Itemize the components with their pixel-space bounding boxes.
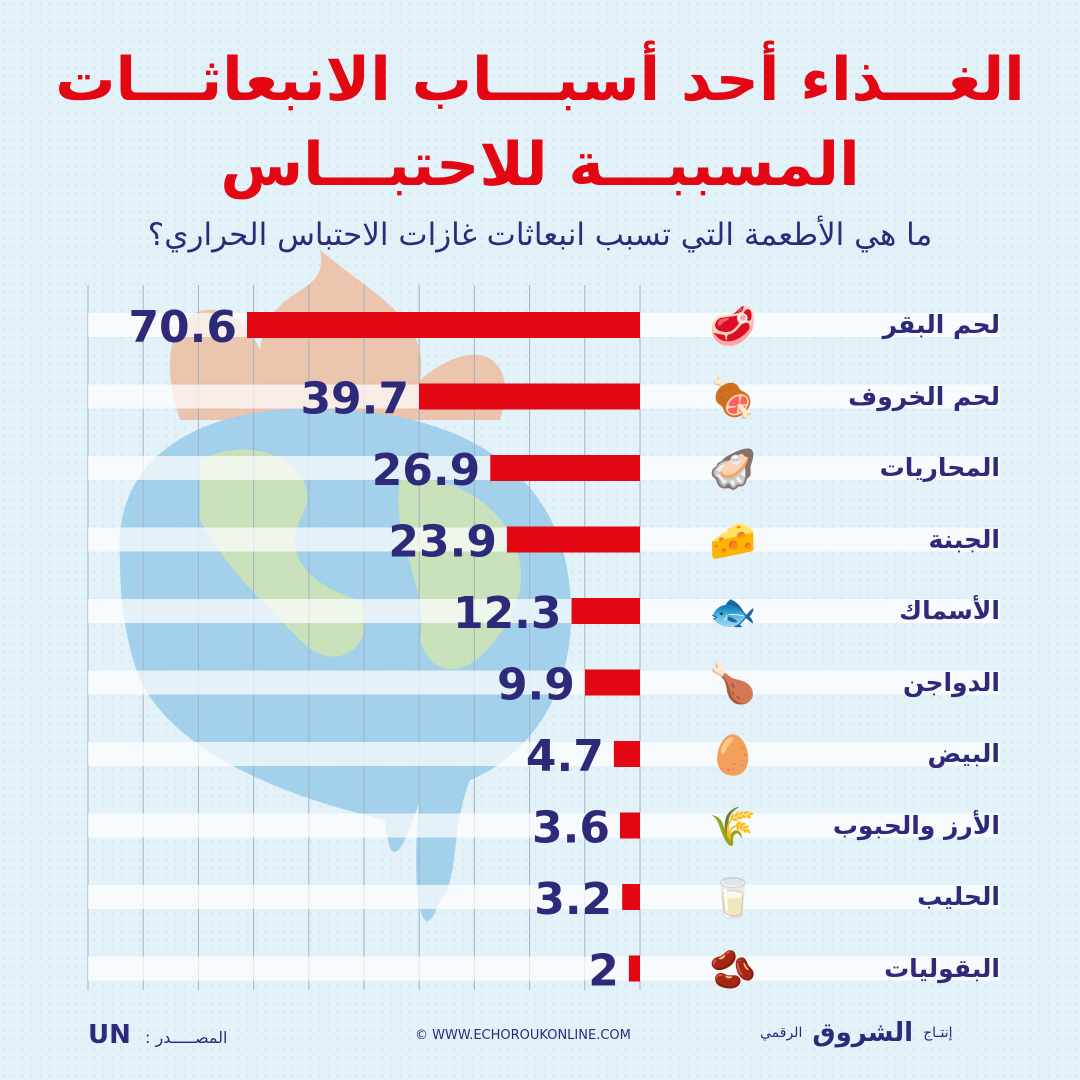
website-link[interactable]: © WWW.ECHOROUKONLINE.COM xyxy=(415,1028,631,1043)
category-label-box: الأسماك xyxy=(800,594,1000,628)
bar xyxy=(619,812,640,839)
category-label: المحاريات xyxy=(879,453,1000,482)
eggs-icon: 🥚 xyxy=(709,733,756,777)
subtitle-box: ما هي الأطعمة التي تسبب انبعاثات غازات ا… xyxy=(40,215,1040,255)
fish-icon: 🐟 xyxy=(709,590,756,634)
title-line-2-box: المسببـــة للاحتبـــاس xyxy=(40,125,1040,205)
legumes-icon: 🫘 xyxy=(709,947,756,992)
row-band xyxy=(88,742,1000,766)
category-label-box: البيض xyxy=(800,737,1000,771)
chicken-icon: 🍗 xyxy=(709,662,756,706)
bar xyxy=(628,955,640,982)
category-label: الأرز والحبوب xyxy=(832,810,1000,840)
value-label: 23.9 xyxy=(388,517,497,568)
category-label: البيض xyxy=(927,739,1000,768)
rice-icon: 🌾 xyxy=(709,805,756,849)
category-label: الحليب xyxy=(917,882,1000,911)
value-label: 9.9 xyxy=(497,660,575,711)
bar xyxy=(571,598,640,624)
category-label: الجبنة xyxy=(928,524,1000,554)
row-band xyxy=(88,670,1000,695)
produced-by: إنتـاج xyxy=(923,1025,953,1041)
category-label-box: البقوليات xyxy=(800,952,1000,986)
category-label: لحم البقر xyxy=(882,310,1000,339)
value-label: 26.9 xyxy=(372,445,481,496)
bar xyxy=(622,884,640,910)
brand-logo: الشروق xyxy=(812,1018,914,1048)
category-label-box: الدواجن xyxy=(800,666,1000,700)
category-label-box: لحم الخروف xyxy=(800,380,1000,414)
row-band xyxy=(88,956,1000,981)
value-label: 3.2 xyxy=(534,874,612,925)
value-label: 2 xyxy=(588,946,619,997)
bar xyxy=(247,312,640,338)
subtitle: ما هي الأطعمة التي تسبب انبعاثات غازات ا… xyxy=(147,217,933,253)
milk-icon: 🥛 xyxy=(709,876,756,920)
cheese-icon: 🧀 xyxy=(709,519,756,563)
mussel-icon: 🦪 xyxy=(709,445,757,491)
category-label: لحم الخروف xyxy=(848,381,1000,411)
row-band xyxy=(88,813,1000,838)
title-line-2: المسببـــة للاحتبـــاس xyxy=(220,130,860,200)
category-label: الدواجن xyxy=(902,667,1000,697)
brand-suffix: الرقمي xyxy=(760,1025,803,1041)
title-line-1: الغـــذاء أحد أسبـــاب الانبعاثـــات xyxy=(55,45,1025,115)
category-label: البقوليات xyxy=(884,953,1000,983)
value-label: 39.7 xyxy=(300,374,409,425)
row-band xyxy=(88,885,1000,909)
lamb-icon: 🍖 xyxy=(709,375,756,422)
value-label: 4.7 xyxy=(526,731,604,782)
category-label: الأسماك xyxy=(899,596,1000,625)
category-label-box: الأرز والحبوب xyxy=(800,809,1000,843)
category-label-box: الحليب xyxy=(800,880,1000,914)
title-line-1-box: الغـــذاء أحد أسبـــاب الانبعاثـــات xyxy=(40,40,1040,120)
bar xyxy=(613,741,640,767)
beef-icon: 🥩 xyxy=(709,304,756,349)
value-label: 70.6 xyxy=(128,302,237,353)
row-band xyxy=(88,599,1000,623)
source-label: المصـــــدر : xyxy=(145,1028,228,1047)
bar xyxy=(490,455,640,481)
source-value: UN xyxy=(88,1020,131,1050)
category-label-box: المحاريات xyxy=(800,451,1000,485)
category-label-box: الجبنة xyxy=(800,523,1000,557)
bar xyxy=(419,383,640,410)
value-label: 3.6 xyxy=(532,803,610,854)
value-label: 12.3 xyxy=(453,588,562,639)
bar xyxy=(506,526,640,553)
producer-credit: الرقمي الشروق إنتـاج xyxy=(760,1018,952,1048)
bar xyxy=(584,669,640,696)
category-label-box: لحم البقر xyxy=(800,308,1000,342)
